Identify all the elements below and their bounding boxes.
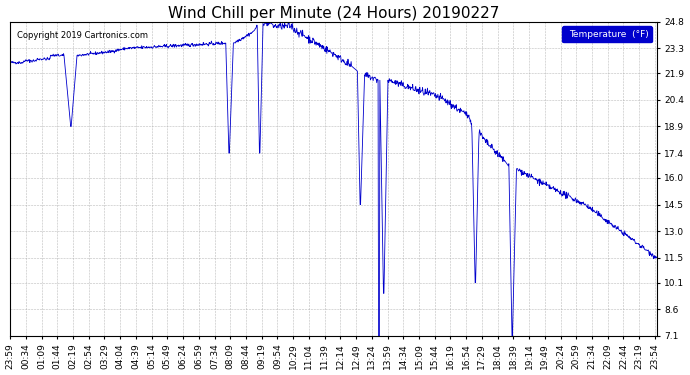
Text: Copyright 2019 Cartronics.com: Copyright 2019 Cartronics.com (17, 31, 148, 40)
Title: Wind Chill per Minute (24 Hours) 20190227: Wind Chill per Minute (24 Hours) 2019022… (168, 6, 499, 21)
Legend: Temperature  (°F): Temperature (°F) (562, 26, 652, 42)
